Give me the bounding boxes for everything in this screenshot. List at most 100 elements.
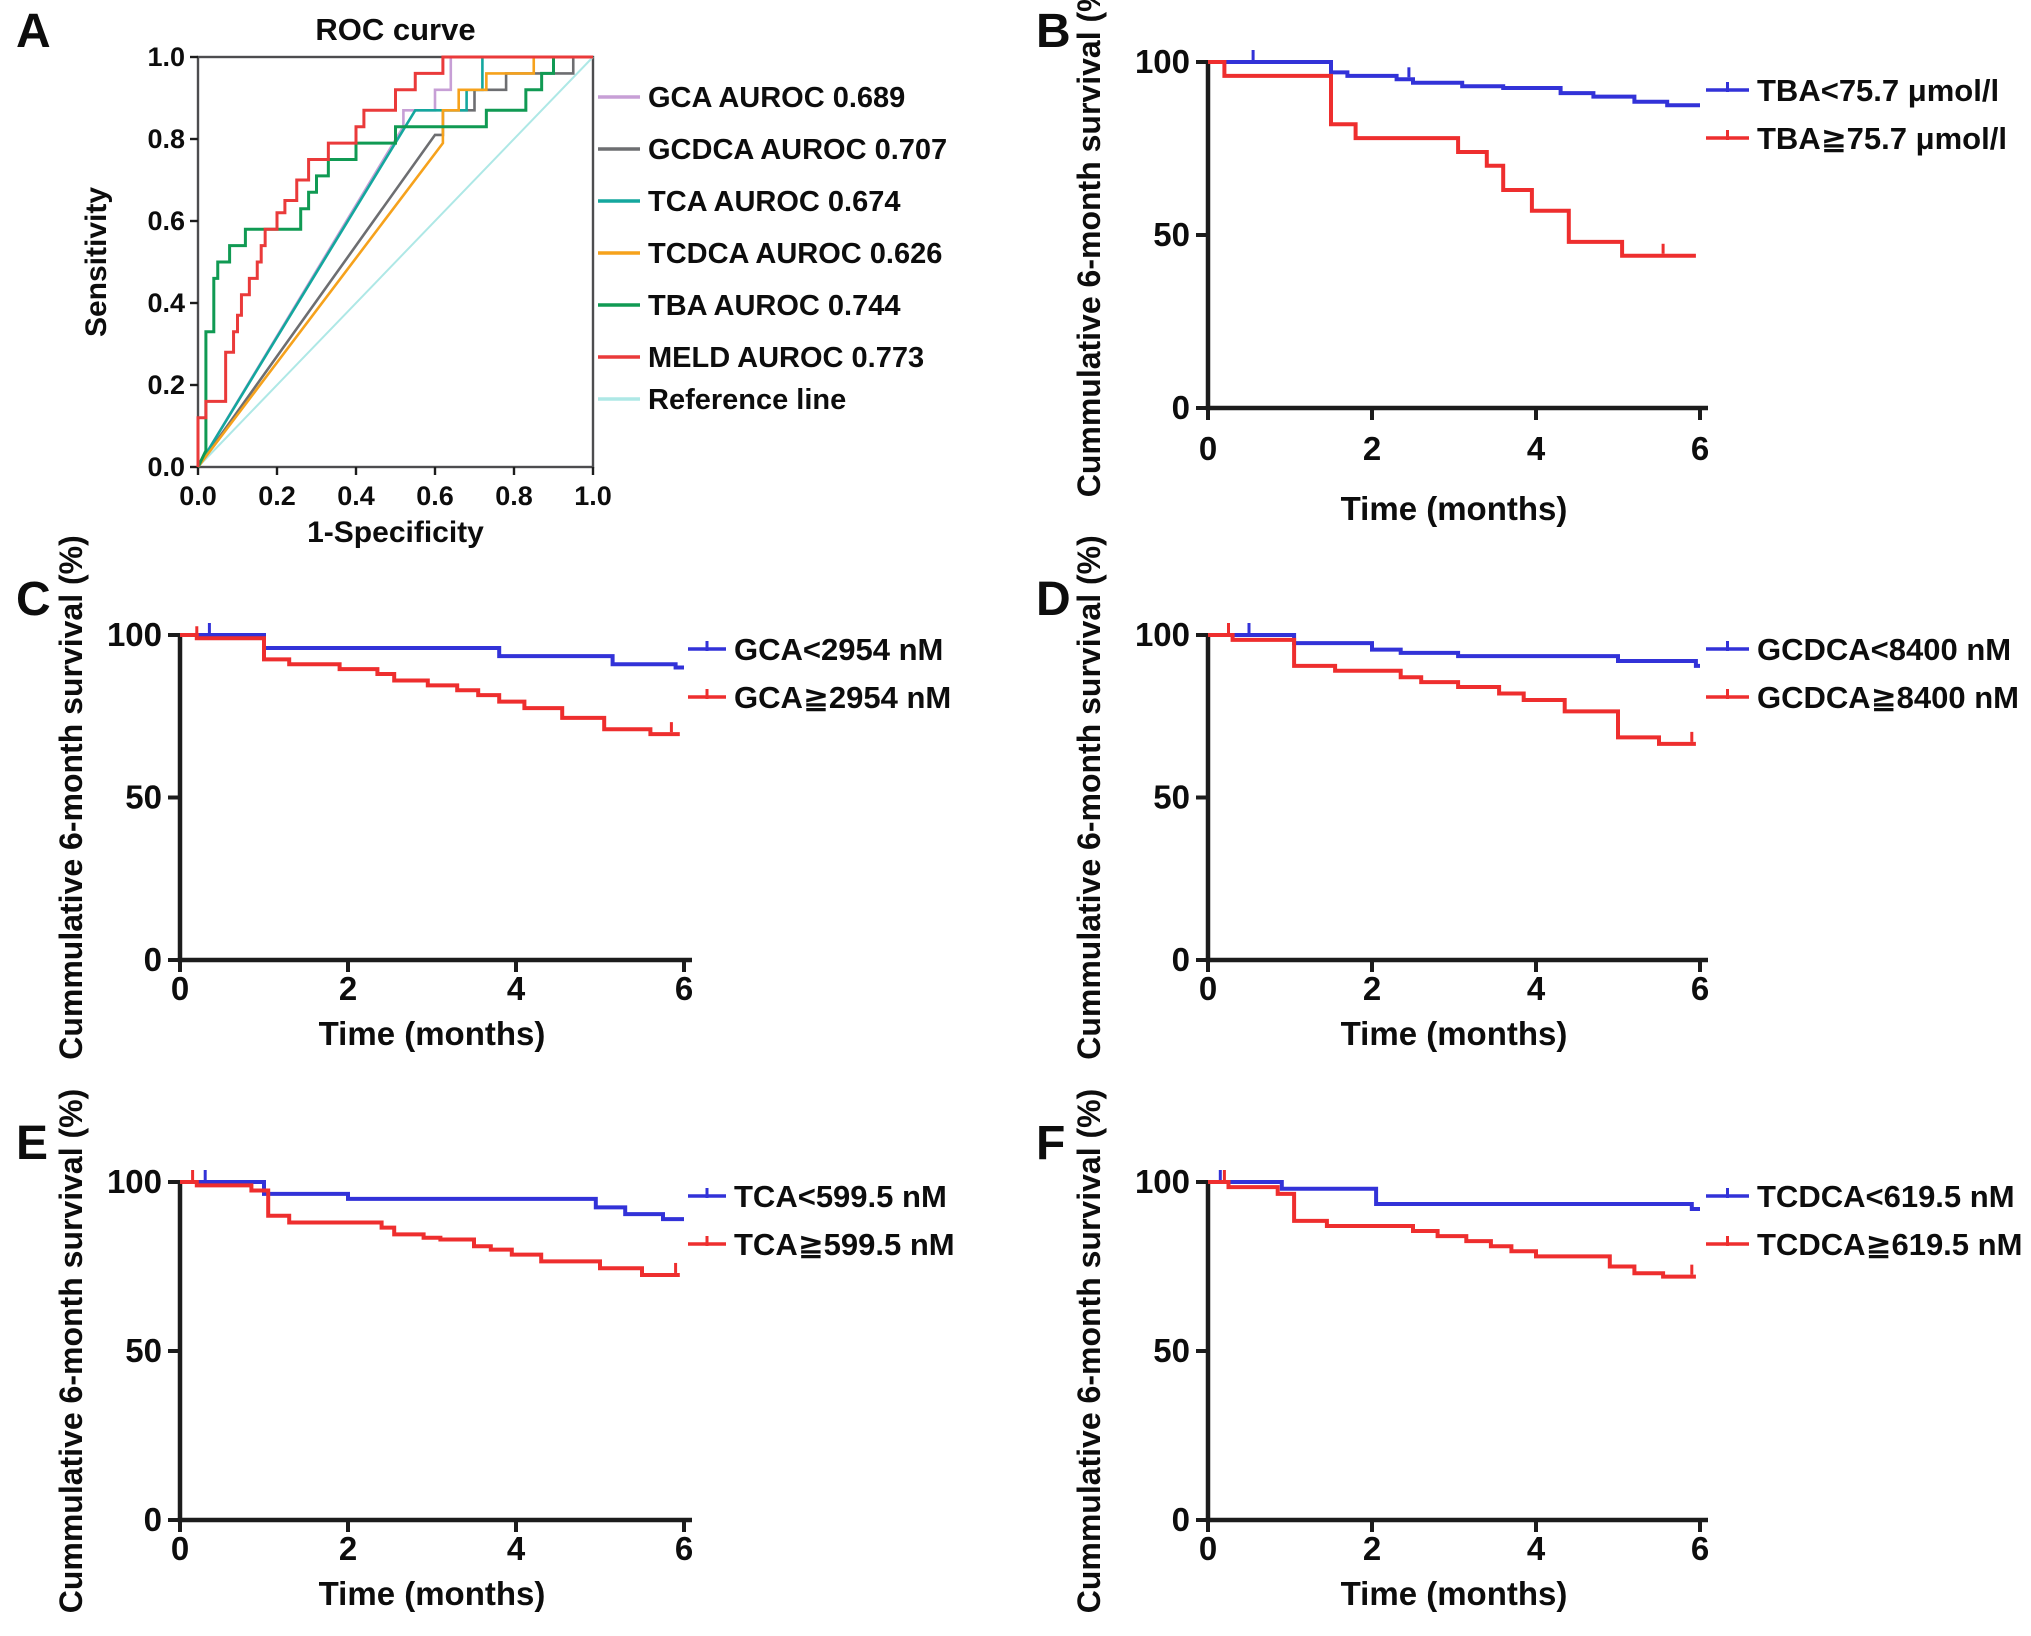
y-axis-label: Cummulative 6-month survival (%) bbox=[1071, 0, 1107, 497]
roc-series-tba bbox=[196, 55, 593, 468]
y-tick-label: 100 bbox=[107, 616, 162, 653]
legend-label: Reference line bbox=[648, 384, 846, 416]
x-tick-label: 6 bbox=[1691, 1530, 1709, 1567]
x-tick-label: 4 bbox=[1527, 430, 1546, 467]
roc-title: ROC curve bbox=[315, 12, 475, 47]
x-tick-label: 6 bbox=[675, 970, 693, 1007]
y-tick-label: 0.2 bbox=[147, 370, 185, 400]
km-curve-low bbox=[1208, 633, 1700, 668]
x-tick-label: 0.4 bbox=[337, 481, 375, 511]
x-tick-label: 0 bbox=[171, 1530, 189, 1567]
panel-E-chart: 0 50 100 0 2 4 6 Time (months) Cummulative 6-mon… bbox=[53, 1089, 955, 1614]
panel-label-B: B bbox=[1036, 5, 1071, 58]
x-tick-label: 2 bbox=[1363, 970, 1381, 1007]
legend-label: GCA AUROC 0.689 bbox=[648, 82, 905, 114]
panel-label-E: E bbox=[16, 1117, 49, 1170]
roc-x-axis-label: 1-Specificity bbox=[307, 516, 484, 549]
y-tick-label: 100 bbox=[1135, 1163, 1190, 1200]
x-axis-label: Time (months) bbox=[319, 1015, 546, 1052]
y-tick-label: 100 bbox=[1135, 43, 1190, 80]
x-axis-label: Time (months) bbox=[1341, 1015, 1568, 1052]
x-tick-label: 0.8 bbox=[495, 481, 533, 511]
y-tick-label: 50 bbox=[125, 779, 162, 816]
legend-label: TCA≧599.5 nM bbox=[734, 1227, 955, 1262]
panel-label-F: F bbox=[1036, 1117, 1066, 1170]
y-tick-label: 50 bbox=[125, 1332, 162, 1369]
legend-label: GCDCA≧8400 nM bbox=[1757, 680, 2019, 715]
x-axis-label: Time (months) bbox=[319, 1575, 546, 1612]
y-tick-label: 0 bbox=[1172, 389, 1190, 426]
x-tick-label: 2 bbox=[1363, 1530, 1381, 1567]
roc-plot-frame bbox=[196, 55, 595, 469]
legend-label: TBA<75.7 μmol/l bbox=[1757, 73, 1999, 108]
roc-series-reference bbox=[197, 56, 594, 468]
y-axis-label: Cummulative 6-month survival (%) bbox=[1071, 535, 1107, 1060]
y-tick-label: 50 bbox=[1153, 1332, 1190, 1369]
legend-label: TCA<599.5 nM bbox=[734, 1179, 947, 1214]
y-tick-label: 0 bbox=[1172, 941, 1190, 978]
x-tick-label: 4 bbox=[507, 970, 526, 1007]
roc-series-meld bbox=[196, 55, 593, 467]
km-curve-high bbox=[1208, 1180, 1696, 1279]
x-tick-label: 4 bbox=[1527, 970, 1546, 1007]
panel-label-D: D bbox=[1036, 573, 1071, 626]
y-tick-label: 1.0 bbox=[147, 42, 185, 72]
x-tick-label: 4 bbox=[507, 1530, 526, 1567]
x-tick-label: 0.2 bbox=[258, 481, 296, 511]
roc-series-gca bbox=[196, 55, 593, 468]
panel-label-A: A bbox=[16, 5, 51, 58]
y-tick-label: 0.8 bbox=[147, 124, 185, 154]
panel-F-chart: 0 50 100 0 2 4 6 Time (months) Cummulative 6-mon… bbox=[1071, 1089, 2022, 1614]
y-tick-label: 0.0 bbox=[147, 452, 185, 482]
y-tick-label: 0.6 bbox=[147, 206, 185, 236]
km-curve-high bbox=[180, 1180, 680, 1277]
x-tick-label: 2 bbox=[339, 970, 357, 1007]
km-curve-high bbox=[180, 633, 680, 737]
x-tick-label: 6 bbox=[1691, 970, 1709, 1007]
x-tick-label: 6 bbox=[1691, 430, 1709, 467]
x-tick-label: 1.0 bbox=[574, 481, 612, 511]
panel-C-chart: 0 50 100 0 2 4 6 Time (months) Cummulative 6-mon… bbox=[53, 535, 951, 1060]
x-axis-label: Time (months) bbox=[1341, 490, 1568, 527]
x-tick-label: 0.0 bbox=[179, 481, 217, 511]
panel-B-chart: 0 50 100 0 2 4 6 Time (months) Cummulative 6-mon… bbox=[1071, 0, 2007, 527]
panel-D-chart: 0 50 100 0 2 4 6 Time (months) Cummulative 6-mon… bbox=[1071, 535, 2019, 1060]
y-tick-label: 0 bbox=[144, 1501, 162, 1538]
km-curve-low bbox=[1208, 1180, 1700, 1212]
panel-A-chart: ROC curve Sensitivity 1-Specificity 0.0 0.2 0… bbox=[80, 12, 947, 549]
x-tick-label: 4 bbox=[1527, 1530, 1546, 1567]
y-tick-label: 50 bbox=[1153, 779, 1190, 816]
x-tick-label: 2 bbox=[1363, 430, 1381, 467]
y-tick-label: 100 bbox=[107, 1163, 162, 1200]
km-curve-low bbox=[1208, 60, 1700, 108]
legend-label: TCA AUROC 0.674 bbox=[648, 186, 900, 218]
km-curve-high bbox=[1208, 60, 1696, 258]
km-curve-high bbox=[1208, 633, 1696, 746]
x-tick-label: 0.6 bbox=[416, 481, 454, 511]
legend-label: TCDCA AUROC 0.626 bbox=[648, 238, 942, 270]
y-tick-label: 50 bbox=[1153, 216, 1190, 253]
x-tick-label: 0 bbox=[1199, 1530, 1217, 1567]
y-tick-label: 0 bbox=[1172, 1501, 1190, 1538]
x-tick-label: 2 bbox=[339, 1530, 357, 1567]
y-tick-label: 0 bbox=[144, 941, 162, 978]
y-axis-label: Cummulative 6-month survival (%) bbox=[1071, 1089, 1107, 1614]
y-tick-label: 0.4 bbox=[147, 288, 185, 318]
legend-label: GCA<2954 nM bbox=[734, 632, 943, 667]
legend-label: TCDCA≧619.5 nM bbox=[1757, 1227, 2022, 1262]
legend-label: MELD AUROC 0.773 bbox=[648, 342, 924, 374]
legend-label: GCDCA AUROC 0.707 bbox=[648, 134, 947, 166]
km-curve-low bbox=[180, 1180, 684, 1222]
legend-label: TCDCA<619.5 nM bbox=[1757, 1179, 2015, 1214]
roc-y-axis-label: Sensitivity bbox=[80, 187, 113, 337]
x-tick-label: 0 bbox=[1199, 970, 1217, 1007]
panel-label-C: C bbox=[16, 573, 51, 626]
legend-label: TBA AUROC 0.744 bbox=[648, 290, 900, 322]
legend-label: TBA≧75.7 μmol/l bbox=[1757, 121, 2007, 156]
x-tick-label: 0 bbox=[171, 970, 189, 1007]
x-axis-label: Time (months) bbox=[1341, 1575, 1568, 1612]
x-tick-label: 6 bbox=[675, 1530, 693, 1567]
x-tick-label: 0 bbox=[1199, 430, 1217, 467]
